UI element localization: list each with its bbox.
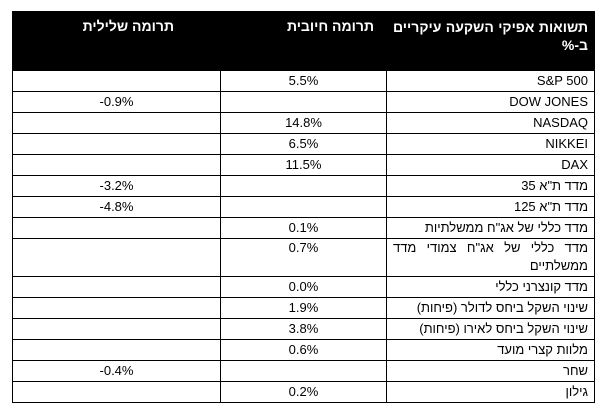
- row-positive: 0.6%: [220, 339, 387, 361]
- row-positive: 0.1%: [220, 217, 387, 239]
- row-negative: [12, 318, 221, 340]
- returns-table: תשואות אפיקי השקעה עיקריים ב-% תרומה חיו…: [12, 11, 595, 403]
- row-negative: [12, 133, 221, 155]
- table-row: מדד כללי של אג"ח ממשלתיות 0.1%: [12, 217, 595, 239]
- row-positive: [220, 360, 387, 382]
- row-name: מדד ת"א 35: [386, 175, 595, 197]
- row-positive: 0.0%: [220, 276, 387, 298]
- row-name: שחר: [386, 360, 595, 382]
- row-negative: [12, 112, 221, 134]
- table-row: מדד ת"א 35 -3.2%: [12, 175, 595, 197]
- row-name: DOW JONES: [386, 91, 595, 113]
- table-row: שחר -0.4%: [12, 360, 595, 382]
- header-row: תשואות אפיקי השקעה עיקריים ב-% תרומה חיו…: [12, 11, 595, 71]
- row-positive: 6.5%: [220, 133, 387, 155]
- row-positive: 5.5%: [220, 70, 387, 92]
- row-positive: [220, 196, 387, 218]
- row-positive: 1.9%: [220, 297, 387, 319]
- table-row: מדד ת"א 125 -4.8%: [12, 196, 595, 218]
- table-row: מלוות קצרי מועד 0.6%: [12, 339, 595, 361]
- table-row: מדד קונצרני כללי 0.0%: [12, 276, 595, 298]
- row-negative: -0.4%: [12, 360, 221, 382]
- table-row: NIKKEI 6.5%: [12, 133, 595, 155]
- row-negative: [12, 217, 221, 239]
- row-name: שינוי השקל ביחס לאירו (פיחות): [386, 318, 595, 340]
- row-name: מלוות קצרי מועד: [386, 339, 595, 361]
- row-name: S&P 500: [386, 70, 595, 92]
- row-negative: -4.8%: [12, 196, 221, 218]
- row-name: NIKKEI: [386, 133, 595, 155]
- row-negative: -3.2%: [12, 175, 221, 197]
- table-row: גילון 0.2%: [12, 381, 595, 403]
- row-positive: [220, 91, 387, 113]
- row-negative: [12, 339, 221, 361]
- row-name: DAX: [386, 154, 595, 176]
- row-name: מדד קונצרני כללי: [386, 276, 595, 298]
- table-row: S&P 500 5.5%: [12, 70, 595, 92]
- row-positive: 0.2%: [220, 381, 387, 403]
- row-negative: [12, 154, 221, 176]
- table-row: NASDAQ 14.8%: [12, 112, 595, 134]
- row-positive: 3.8%: [220, 318, 387, 340]
- row-negative: [12, 70, 221, 92]
- row-positive: [220, 175, 387, 197]
- row-negative: [12, 381, 221, 403]
- row-negative: -0.9%: [12, 91, 221, 113]
- row-positive: 14.8%: [220, 112, 387, 134]
- row-name: NASDAQ: [386, 112, 595, 134]
- row-name: מדד ת"א 125: [386, 196, 595, 218]
- row-name: גילון: [386, 381, 595, 403]
- row-name: מדד כללי של אג"ח ממשלתיות: [386, 217, 595, 239]
- table-row: DAX 11.5%: [12, 154, 595, 176]
- table-row: שינוי השקל ביחס לדולר (פיחות) 1.9%: [12, 297, 595, 319]
- row-negative: [12, 276, 221, 298]
- row-name: מדד כללי של אג"ח צמודי מדד ממשלתיים: [386, 238, 595, 277]
- header-investment-channel: תשואות אפיקי השקעה עיקריים ב-%: [386, 11, 595, 71]
- table-row: DOW JONES -0.9%: [12, 91, 595, 113]
- header-positive-contribution: תרומה חיובית: [220, 11, 387, 71]
- row-positive: 0.7%: [220, 238, 387, 277]
- row-positive: 11.5%: [220, 154, 387, 176]
- row-negative: [12, 238, 221, 277]
- header-negative-contribution: תרומה שלילית: [12, 11, 221, 71]
- row-name: שינוי השקל ביחס לדולר (פיחות): [386, 297, 595, 319]
- table-row: מדד כללי של אג"ח צמודי מדד ממשלתיים 0.7%: [12, 238, 595, 277]
- table-row: שינוי השקל ביחס לאירו (פיחות) 3.8%: [12, 318, 595, 340]
- row-negative: [12, 297, 221, 319]
